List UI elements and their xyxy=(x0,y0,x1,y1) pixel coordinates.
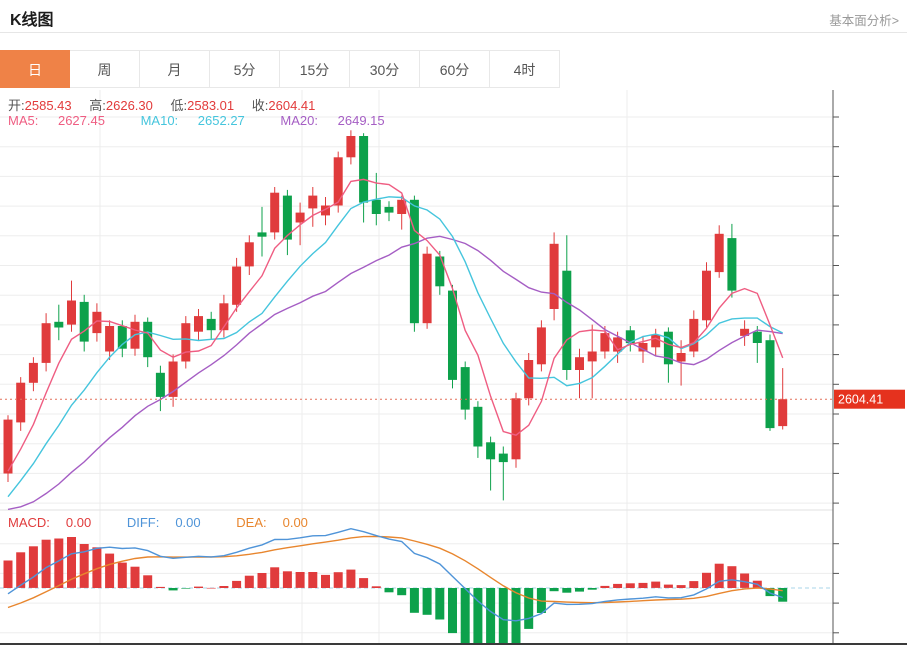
ma5-line xyxy=(7,178,784,472)
ma-legend: MA5: 2627.45 MA10: 2652.27 MA20: 2649.15 xyxy=(8,113,417,128)
macd-layer xyxy=(3,527,788,644)
tab-60min[interactable]: 60分 xyxy=(420,50,490,88)
svg-text:2604.41: 2604.41 xyxy=(838,393,883,407)
tab-5min[interactable]: 5分 xyxy=(210,50,280,88)
fundamental-analysis-link[interactable]: 基本面分析> xyxy=(829,14,899,28)
candles-layer xyxy=(3,130,788,501)
diff-value-legend: DIFF: 0.00 xyxy=(126,515,201,530)
dea-line xyxy=(7,535,783,609)
price-axis: 2803.402782.462761.522740.572719.632698.… xyxy=(0,90,907,645)
svg-text:-32.59: -32.59 xyxy=(841,90,876,93)
ohlc-legend: 开:2585.43 高:2626.30 低:2583.01 收:2604.41 xyxy=(8,95,329,114)
current-price-badge xyxy=(834,389,905,409)
macd-legend: MACD: 0.00 DIFF: 0.00 DEA: 0.00 xyxy=(8,515,340,530)
svg-text:2698.69: 2698.69 xyxy=(841,90,886,93)
svg-text:2614.91: 2614.91 xyxy=(841,90,886,93)
tab-week[interactable]: 周 xyxy=(70,50,140,88)
svg-text:2719.63: 2719.63 xyxy=(841,90,886,93)
dea-value-legend: DEA: 0.00 xyxy=(236,515,308,530)
svg-text:2593.97: 2593.97 xyxy=(841,90,886,93)
ma-lines-layer xyxy=(7,178,784,510)
svg-text:2635.86: 2635.86 xyxy=(841,90,886,93)
svg-text:2782.46: 2782.46 xyxy=(841,90,886,93)
svg-text:2677.74: 2677.74 xyxy=(841,90,886,93)
tab-30min[interactable]: 30分 xyxy=(350,50,420,88)
page-header: K线图 基本面分析> xyxy=(0,0,907,33)
low-label: 低: xyxy=(170,98,188,113)
svg-text:2761.52: 2761.52 xyxy=(841,90,886,93)
high-label: 高: xyxy=(89,98,106,113)
tab-month[interactable]: 月 xyxy=(140,50,210,88)
svg-text:10.60: 10.60 xyxy=(841,90,872,93)
high-value: 2626.30 xyxy=(105,98,153,113)
ma20-line xyxy=(7,235,783,510)
tab-day[interactable]: 日 xyxy=(0,50,70,88)
svg-text:2531.14: 2531.14 xyxy=(841,90,886,93)
svg-text:2656.80: 2656.80 xyxy=(841,90,886,93)
close-label: 收: xyxy=(251,98,269,113)
kline-chart-canvas[interactable]: 2803.402782.462761.522740.572719.632698.… xyxy=(0,90,907,647)
svg-text:2740.57: 2740.57 xyxy=(841,90,886,93)
ma20-legend: MA20: 2649.15 xyxy=(280,113,385,128)
svg-text:32.19: 32.19 xyxy=(841,90,872,93)
low-value: 2583.01 xyxy=(187,98,235,113)
ma5-legend: MA5: 2627.45 xyxy=(8,113,105,128)
diff-line xyxy=(7,527,783,622)
close-value: 2604.41 xyxy=(268,98,316,113)
ma10-legend: MA10: 2652.27 xyxy=(140,113,245,128)
svg-text:2573.03: 2573.03 xyxy=(841,90,886,93)
period-tab-bar: 日 周 月 5分 15分 30分 60分 4时 xyxy=(0,50,560,90)
open-label: 开: xyxy=(8,98,25,113)
tab-4hour[interactable]: 4时 xyxy=(490,50,560,88)
grid-layer xyxy=(0,90,833,643)
svg-text:-10.99: -10.99 xyxy=(841,90,876,93)
ma10-line xyxy=(7,196,784,498)
tab-15min[interactable]: 15分 xyxy=(280,50,350,88)
macd-value-legend: MACD: 0.00 xyxy=(8,515,92,530)
svg-text:2803.40: 2803.40 xyxy=(841,90,886,93)
svg-text:2552.08: 2552.08 xyxy=(841,90,886,93)
open-value: 2585.43 xyxy=(24,98,72,113)
page-title: K线图 xyxy=(10,12,54,29)
